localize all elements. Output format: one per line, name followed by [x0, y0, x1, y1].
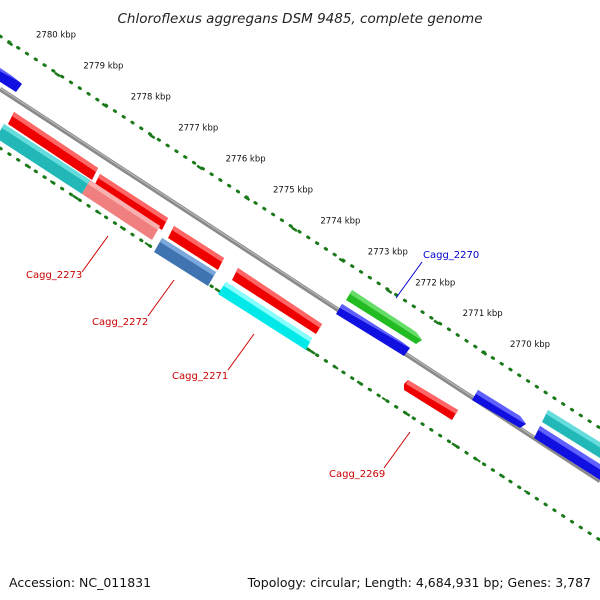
inner-tick [119, 225, 126, 231]
outer-tick [291, 226, 298, 233]
inner-minor-tick [144, 241, 150, 246]
scale-label: 2776 kbp [226, 154, 266, 164]
outer-tick [196, 164, 203, 171]
gene-label-cagg-2270[interactable]: Cagg_2270 [423, 250, 479, 261]
outer-tick [243, 195, 251, 202]
scale-labels: 2780 kbp 2779 kbp 2778 kbp 2777 kbp 2776 kbp… [36, 31, 550, 351]
outer-tick [386, 288, 393, 294]
feature-blue-2272[interactable] [336, 304, 410, 356]
outer-tick [54, 71, 61, 78]
gene-label-group: Cagg_2273 Cagg_2272 Cagg_2271 Cagg_2270 … [26, 235, 479, 480]
inner-minor-tick [523, 489, 529, 494]
scale-label: 2779 kbp [83, 62, 123, 72]
scale-label: 2780 kbp [36, 31, 76, 41]
gene-label-cagg-2269[interactable]: Cagg_2269 [329, 469, 385, 480]
scale-label: 2778 kbp [131, 92, 171, 102]
leader-line-cagg-2271 [227, 333, 255, 371]
gene-label-cagg-2273[interactable]: Cagg_2273 [26, 270, 82, 281]
map-title: Chloroflexus aggregans DSM 9485, complet… [117, 11, 482, 27]
scale-label: 2772 kbp [415, 278, 455, 288]
scale-label: 2773 kbp [368, 247, 408, 257]
gene-label-cagg-2272[interactable]: Cagg_2272 [92, 317, 148, 328]
inner-tick [309, 349, 316, 355]
accession-text: Accession: NC_011831 [9, 575, 151, 590]
inner-minor-tick [49, 180, 55, 184]
outer-tick [149, 133, 156, 140]
inner-minor-tick [334, 365, 339, 370]
inner-minor-tick [381, 396, 387, 401]
outer-tick [6, 40, 14, 47]
leader-line-cagg-2273 [81, 235, 109, 273]
leader-line-cagg-2272 [147, 279, 175, 317]
outer-tick [338, 257, 345, 263]
feature-teal-1[interactable] [0, 124, 90, 194]
genome-summary-text: Topology: circular; Length: 4,684,931 bp… [247, 575, 591, 590]
gene-label-cagg-2271[interactable]: Cagg_2271 [172, 371, 228, 382]
leader-line-cagg-2269 [383, 431, 411, 469]
feature-blue-2780[interactable] [0, 64, 22, 92]
feature-teal-right[interactable] [542, 410, 600, 458]
feature-cagg-2272[interactable] [154, 238, 216, 286]
inner-tick [451, 442, 458, 448]
feature-cagg-2273[interactable] [82, 180, 160, 240]
inner-minor-tick [97, 211, 102, 215]
inner-minor-tick [476, 458, 481, 463]
outer-scale-ring [0, 34, 600, 430]
inner-tick [404, 411, 411, 417]
feature-red-upper-1[interactable] [8, 112, 98, 180]
feature-cagg-2271[interactable] [218, 282, 312, 350]
inner-tick [498, 473, 506, 479]
inner-tick [72, 194, 79, 200]
feature-blue-right[interactable] [534, 426, 600, 480]
genome-backbone [0, 87, 600, 483]
outer-tick [433, 319, 440, 325]
inner-tick [356, 380, 363, 386]
scale-label: 2777 kbp [178, 123, 218, 133]
scale-label: 2770 kbp [510, 340, 550, 350]
scale-label: 2771 kbp [463, 309, 503, 319]
inner-tick [24, 163, 32, 169]
scale-label: 2775 kbp [273, 185, 313, 195]
inner-tick [214, 287, 221, 293]
scale-label: 2774 kbp [320, 216, 360, 226]
feature-red-upper-3[interactable] [168, 226, 224, 270]
feature-red-upper-4[interactable] [232, 268, 322, 334]
outer-tick [480, 350, 488, 356]
outer-tick [101, 102, 108, 109]
inner-minor-tick [428, 427, 434, 432]
outer-tick-marks [6, 40, 488, 356]
leader-line-cagg-2270 [395, 261, 423, 299]
map-plot: 2780 kbp 2779 kbp 2778 kbp 2777 kbp 2776 kbp… [0, 31, 600, 542]
feature-red-upper-2[interactable] [94, 174, 168, 230]
